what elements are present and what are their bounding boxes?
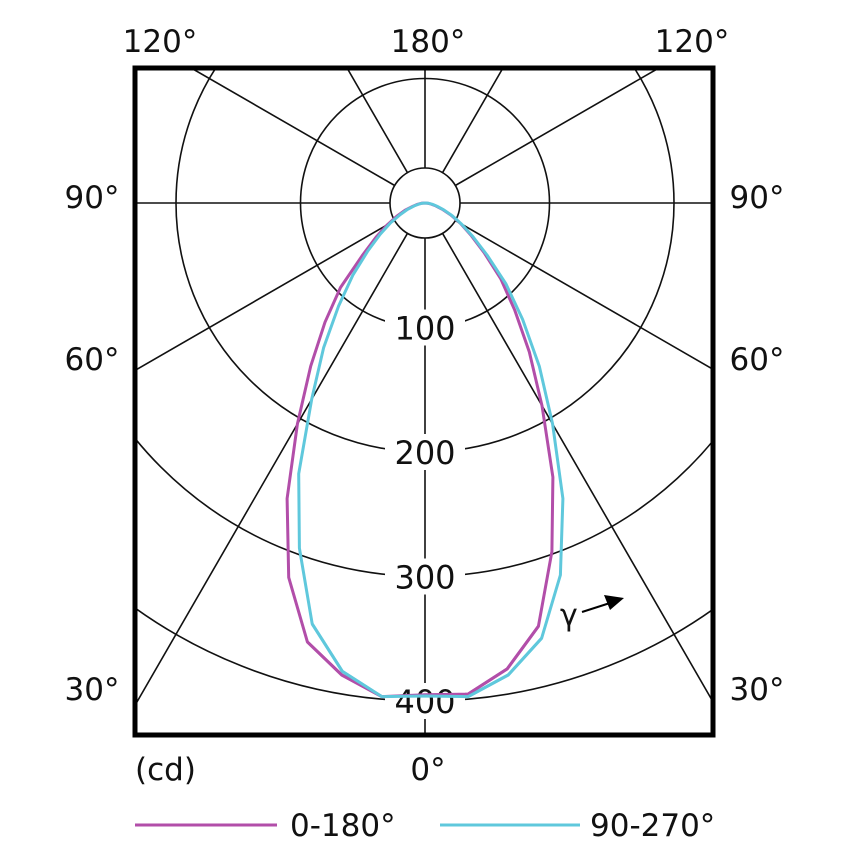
polar-grid (135, 68, 713, 735)
grid-spoke (135, 219, 396, 372)
radial-tick-labels: 100 200 300 400 (306, 309, 543, 721)
legend-label-0-180: 0-180° (290, 808, 396, 844)
angle-label-left-30: 30° (65, 672, 120, 708)
angle-label-top-left: 120° (123, 24, 198, 60)
angle-label-left-60: 60° (65, 342, 120, 378)
grid-spoke (190, 68, 396, 187)
grid-spoke (346, 68, 409, 174)
angle-label-left-90: 90° (65, 180, 120, 216)
grid-spoke (441, 68, 504, 174)
angle-label-top-right: 120° (655, 24, 730, 60)
grid-center-circle (389, 167, 461, 239)
angle-label-bottom: 0° (410, 752, 445, 788)
radial-tick-label: 400 (394, 683, 455, 721)
angle-label-right-90: 90° (730, 180, 785, 216)
grid-spoke (454, 68, 660, 187)
radial-tick-label: 300 (394, 559, 455, 597)
plot-frame (132, 65, 716, 738)
angle-label-right-60: 60° (730, 342, 785, 378)
tick-label-bg (385, 683, 465, 719)
grid-spoke (135, 232, 409, 706)
tick-label-bg (385, 309, 465, 346)
gamma-arrowhead-icon (604, 595, 624, 610)
grid-spoke (454, 219, 713, 370)
gamma-label: γ (560, 598, 578, 633)
series-curve-bottom-1 (310, 623, 543, 699)
radial-tick-label: 200 (394, 434, 455, 472)
tick-label-bg (385, 434, 465, 470)
angle-label-top-center: 180° (391, 24, 466, 60)
radial-tick-label: 100 (394, 310, 455, 348)
tick-label-bg (385, 558, 465, 595)
gamma-arrow-icon (581, 602, 611, 613)
unit-label: (cd) (135, 752, 196, 788)
legend-label-90-270: 90-270° (590, 808, 715, 844)
angle-label-right-30: 30° (730, 672, 785, 708)
